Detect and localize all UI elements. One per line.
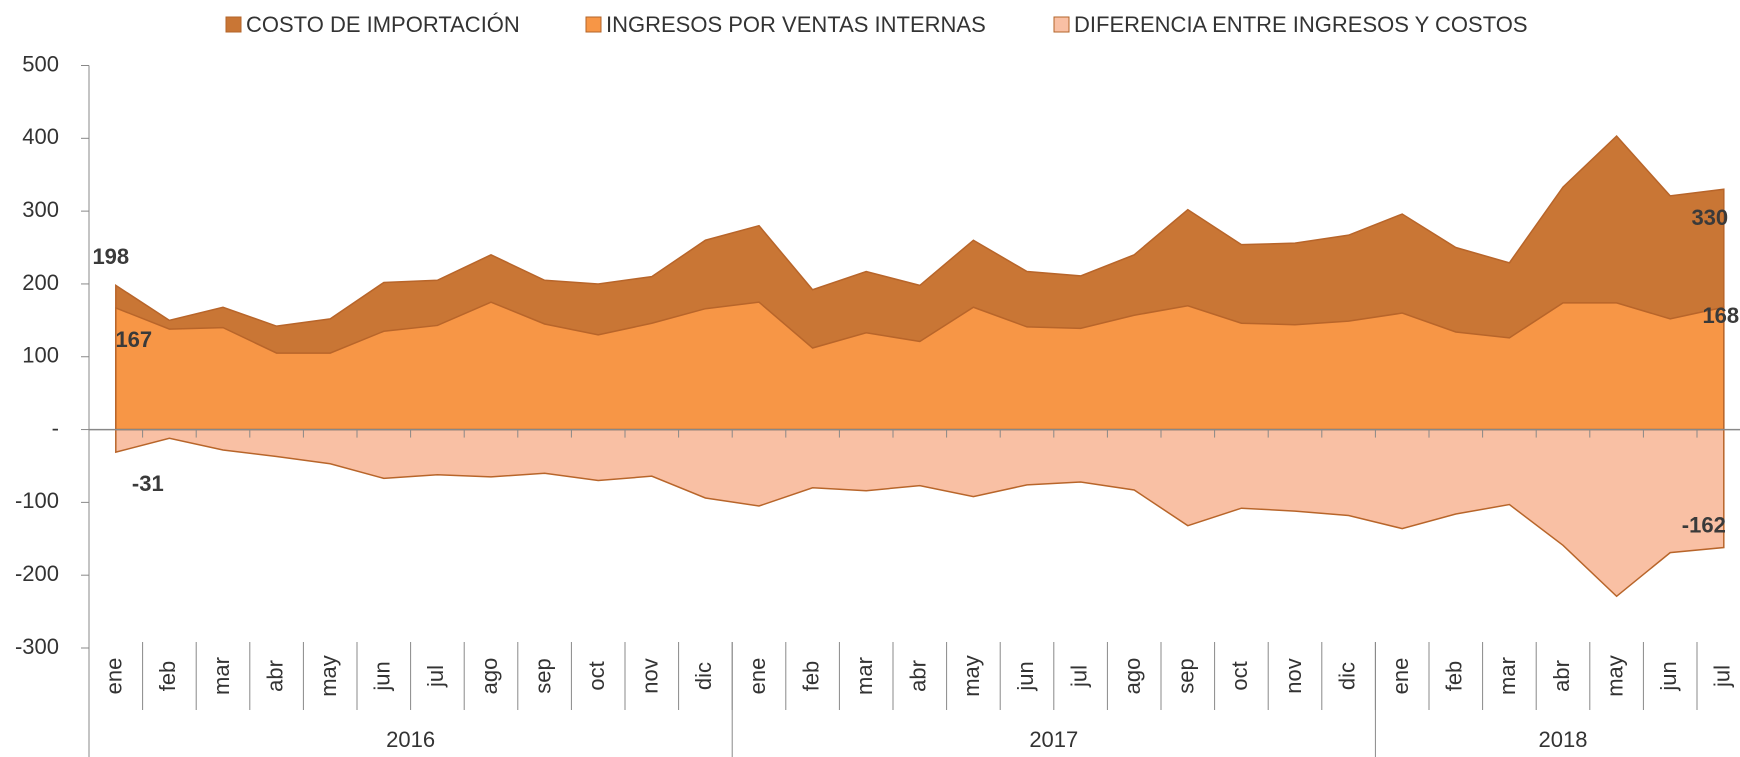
area [115,301,1725,431]
x-tick-label: oct [1227,661,1252,690]
x-tick-label: abr [262,660,287,692]
x-tick-label: feb [1442,661,1467,692]
x-tick-label: may [1602,655,1627,697]
y-tick-label: -200 [15,561,59,586]
data-label: -162 [1682,512,1726,537]
legend-label: DIFERENCIA ENTRE INGRESOS Y COSTOS [1074,12,1528,37]
y-tick-label: 300 [22,197,59,222]
year-label: 2017 [1029,727,1078,752]
x-tick-label: dic [1334,662,1359,690]
y-tick-label: 400 [22,124,59,149]
x-tick-label: feb [155,661,180,692]
x-tick-label: feb [798,661,823,692]
x-tick-label: nov [638,658,663,693]
y-tick-label: -300 [15,634,59,659]
x-tick-label: jul [1710,665,1735,688]
x-tick-label: ene [1388,658,1413,695]
data-label: -31 [132,471,164,496]
legend-swatch [585,16,602,33]
x-tick-label: mar [852,657,877,695]
x-tick-label: may [959,655,984,697]
x-tick-label: mar [209,657,234,695]
area [115,428,1725,598]
x-tick-label: may [316,655,341,697]
x-tick-label: abr [906,660,931,692]
x-tick-label: nov [1281,658,1306,693]
y-tick-label: 200 [22,270,59,295]
x-tick-label: jun [1013,661,1038,691]
legend-swatch [1053,16,1070,33]
x-tick-label: jun [370,661,395,691]
x-tick-label: ago [477,658,502,695]
x-tick-label: abr [1549,660,1574,692]
y-tick-label: - [52,415,59,440]
x-tick-label: jun [1656,661,1681,691]
x-tick-label: ene [102,658,127,695]
year-label: 2016 [386,727,435,752]
x-tick-label: jul [1066,665,1091,688]
y-tick-label: 500 [22,51,59,76]
data-label: 168 [1702,303,1739,328]
x-tick-label: ago [1120,658,1145,695]
legend-swatch [225,16,242,33]
x-tick-label: sep [530,658,555,693]
legend-label: COSTO DE IMPORTACIÓN [246,12,520,37]
x-tick-label: mar [1495,657,1520,695]
year-label: 2018 [1539,727,1588,752]
data-label: 330 [1691,205,1728,230]
y-tick-label: 100 [22,343,59,368]
data-label: 167 [115,327,152,352]
data-label: 198 [92,244,129,269]
legend-label: INGRESOS POR VENTAS INTERNAS [606,12,986,37]
x-tick-label: ene [745,658,770,695]
x-tick-label: sep [1174,658,1199,693]
y-tick-label: -100 [15,488,59,513]
x-tick-label: dic [691,662,716,690]
x-tick-label: oct [584,661,609,690]
x-tick-label: jul [423,665,448,688]
